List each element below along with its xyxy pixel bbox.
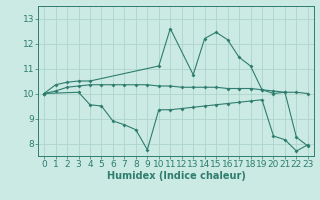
X-axis label: Humidex (Indice chaleur): Humidex (Indice chaleur) [107, 171, 245, 181]
